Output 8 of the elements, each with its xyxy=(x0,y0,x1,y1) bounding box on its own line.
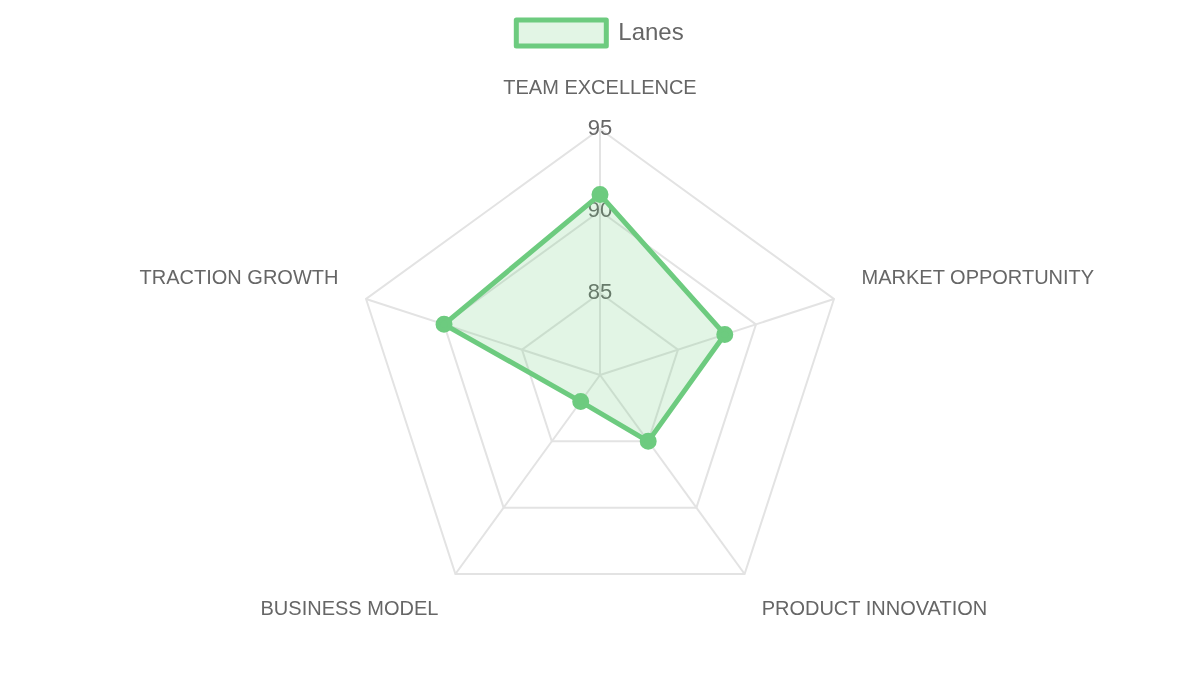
y-tick-label: 85 xyxy=(587,279,613,305)
spoke-label: MARKET OPPORTUNITY xyxy=(861,265,1095,288)
spoke-label: PRODUCT INNOVATION xyxy=(761,597,988,619)
spoke-label: TRACTION GROWTH xyxy=(139,265,339,288)
spoke-label: BUSINESS MODEL xyxy=(260,597,439,619)
spoke-label: TEAM EXCELLENCE xyxy=(503,75,697,98)
legend-label: Lanes xyxy=(618,17,684,45)
y-tick-label: 95 xyxy=(587,115,613,141)
